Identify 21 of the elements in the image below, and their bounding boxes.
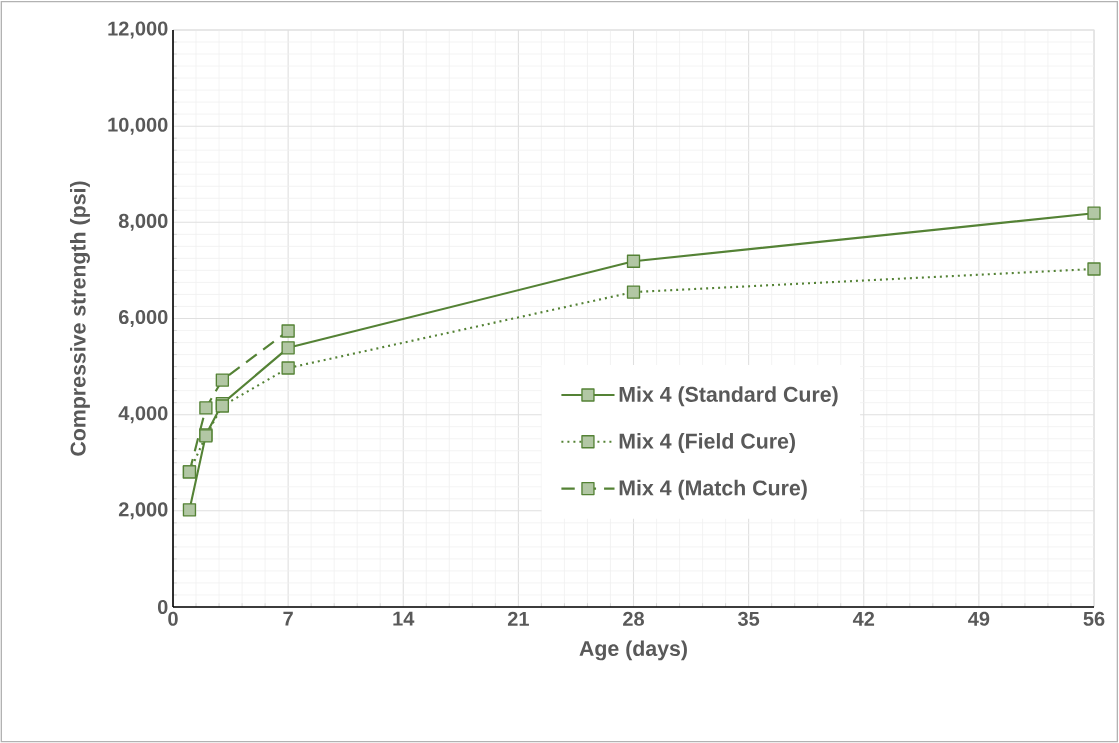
legend-label: Mix 4 (Field Cure)	[619, 433, 795, 453]
y-tick-label: 0	[157, 599, 168, 615]
y-tick-label: 10,000	[108, 117, 168, 135]
y-axis-title: Compressive strength (psi)	[69, 181, 90, 456]
x-tick-label: 56	[1083, 611, 1105, 626]
x-tick-label: 0	[168, 611, 178, 626]
legend-label: Mix 4 (Match Cure)	[619, 479, 807, 500]
x-tick-label: 21	[507, 611, 529, 626]
y-tick-label: 4,000	[118, 406, 168, 424]
x-tick-label: 7	[283, 611, 293, 626]
x-axis-title: Age (days)	[579, 640, 687, 661]
x-tick-label: 35	[737, 611, 760, 626]
y-tick-label: 2,000	[118, 502, 168, 520]
x-tick-label: 42	[852, 611, 875, 626]
y-tick-label: 6,000	[118, 309, 168, 328]
x-tick-label: 14	[393, 611, 415, 626]
x-tick-label: 49	[968, 611, 990, 626]
y-tick-label: 8,000	[118, 213, 168, 231]
legend-label: Mix 4 (Standard Cure)	[619, 386, 838, 407]
y-tick-label: 12,000	[108, 21, 168, 39]
x-tick-label: 28	[623, 611, 644, 626]
